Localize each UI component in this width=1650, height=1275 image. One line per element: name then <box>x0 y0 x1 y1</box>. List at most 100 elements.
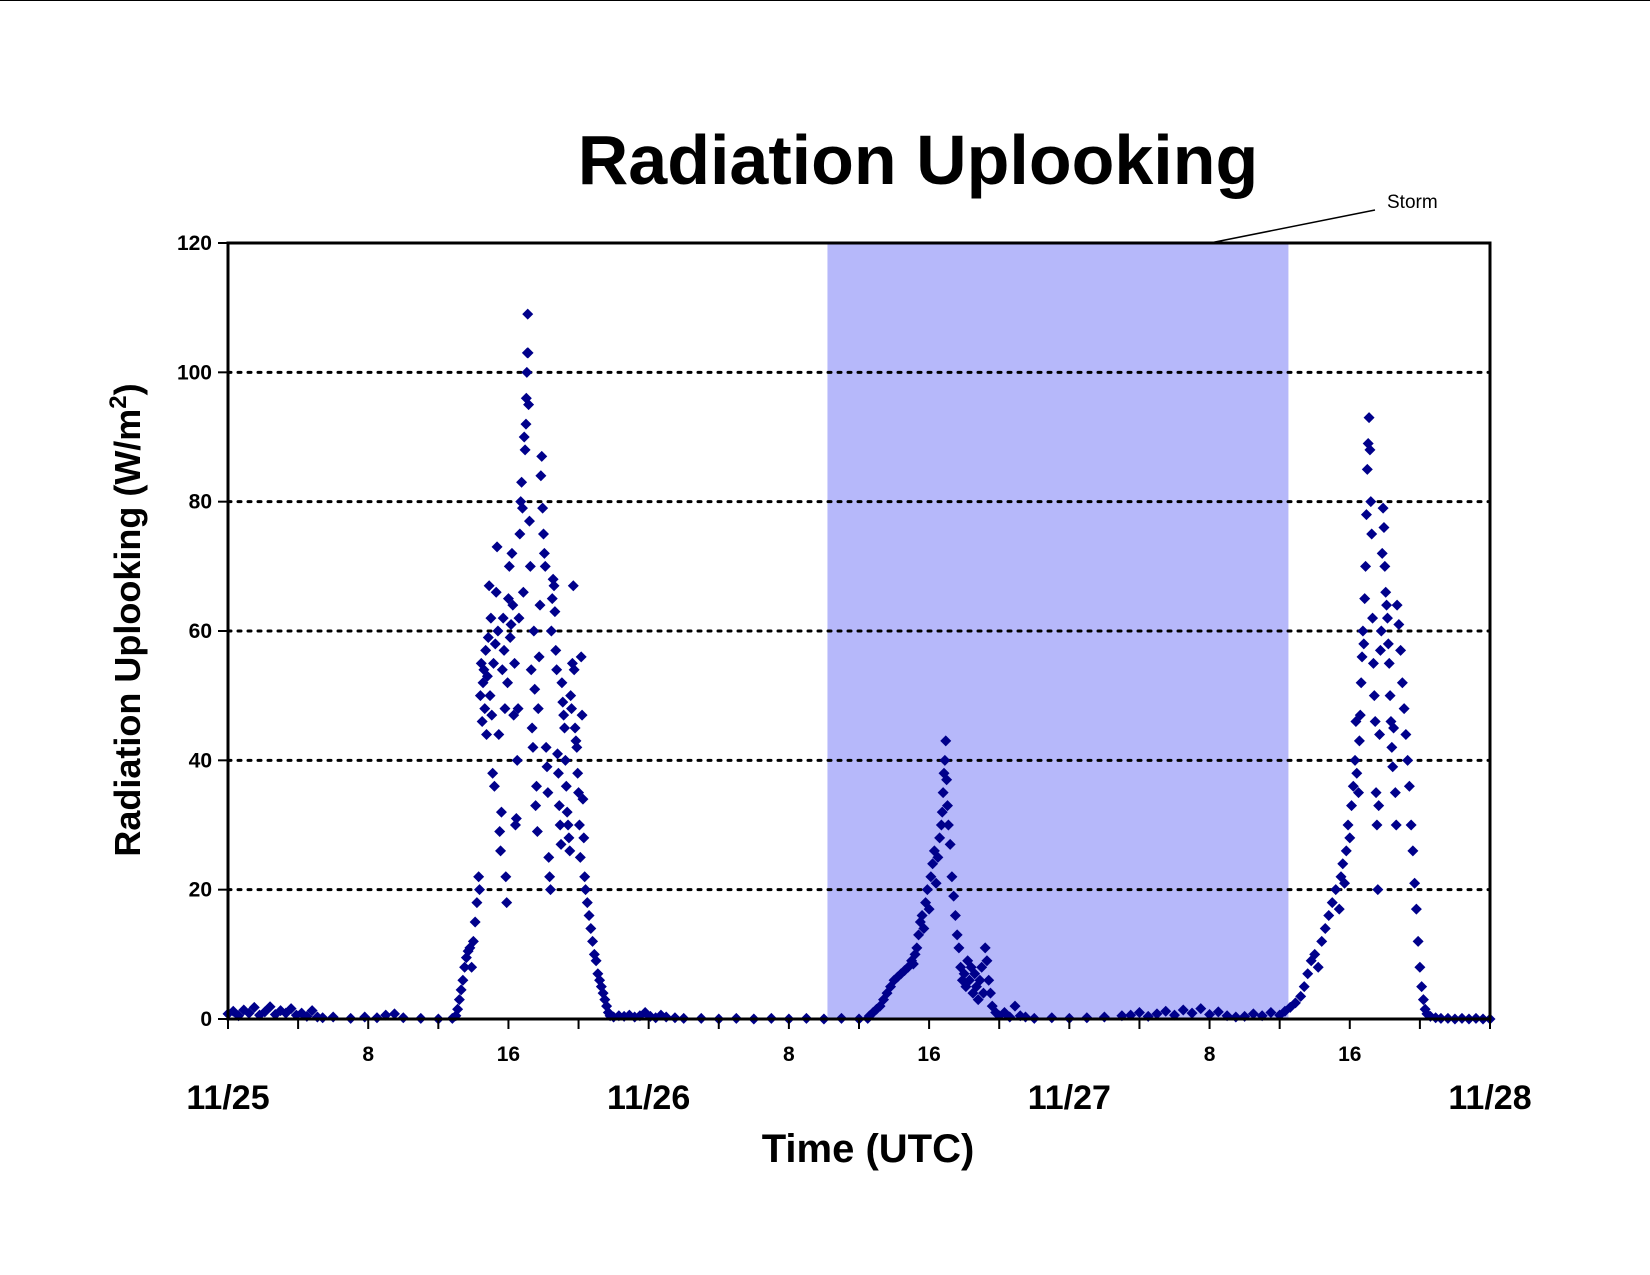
data-point-333 <box>1359 593 1371 605</box>
data-point-360 <box>1382 638 1394 650</box>
data-point-358 <box>1381 599 1393 611</box>
data-point-91 <box>516 476 528 488</box>
data-point-319 <box>1342 819 1354 831</box>
data-point-345 <box>1369 716 1381 728</box>
data-point-370 <box>1393 619 1405 631</box>
data-point-232 <box>930 877 942 889</box>
data-point-88 <box>513 612 525 624</box>
data-point-24 <box>389 1008 401 1020</box>
data-point-102 <box>523 399 535 411</box>
data-point-92 <box>516 502 528 514</box>
gridlines <box>226 370 1492 892</box>
data-point-139 <box>555 838 567 850</box>
data-point-236 <box>936 806 948 818</box>
data-point-170 <box>585 922 597 934</box>
data-point-311 <box>1323 910 1335 922</box>
data-point-224 <box>916 910 928 922</box>
x-hour-label-64: 16 <box>1338 1043 1361 1066</box>
data-point-106 <box>526 722 538 734</box>
data-point-340 <box>1365 496 1377 508</box>
data-point-228 <box>923 903 935 915</box>
y-tick-label-0: 0 <box>200 1008 212 1031</box>
data-point-325 <box>1351 767 1363 779</box>
data-point-380 <box>1410 903 1422 915</box>
data-point-368 <box>1390 819 1402 831</box>
data-point-69 <box>496 664 508 676</box>
data-point-267 <box>984 987 996 999</box>
x-hour-label-40: 16 <box>917 1043 940 1066</box>
data-point-71 <box>498 644 510 656</box>
data-point-118 <box>537 502 549 514</box>
data-point-63 <box>491 541 503 553</box>
data-point-131 <box>548 580 560 592</box>
data-point-158 <box>572 767 584 779</box>
data-point-74 <box>501 897 513 909</box>
data-point-113 <box>532 703 544 715</box>
data-point-43 <box>474 884 486 896</box>
data-point-8 <box>264 1001 276 1013</box>
data-point-334 <box>1360 560 1372 572</box>
y-tick-label-100: 100 <box>177 361 212 384</box>
data-point-143 <box>559 722 571 734</box>
data-point-67 <box>495 845 507 857</box>
data-point-244 <box>944 838 956 850</box>
data-point-103 <box>523 515 535 527</box>
data-point-144 <box>559 754 571 766</box>
data-point-121 <box>539 560 551 572</box>
data-point-16 <box>306 1005 318 1017</box>
data-point-34 <box>459 961 471 973</box>
y-tick-label-40: 40 <box>189 749 212 772</box>
data-point-83 <box>509 657 521 669</box>
data-point-221 <box>911 942 923 954</box>
data-point-243 <box>942 819 954 831</box>
data-point-96 <box>520 418 532 430</box>
data-point-157 <box>571 741 583 753</box>
data-point-265 <box>981 955 993 967</box>
data-point-366 <box>1388 722 1400 734</box>
data-point-77 <box>503 560 515 572</box>
data-point-163 <box>576 709 588 721</box>
data-point-357 <box>1380 586 1392 598</box>
data-point-87 <box>512 703 524 715</box>
data-point-352 <box>1375 625 1387 637</box>
data-point-138 <box>554 819 566 831</box>
data-point-145 <box>560 780 572 792</box>
data-point-38 <box>466 961 478 973</box>
data-point-375 <box>1402 754 1414 766</box>
data-point-307 <box>1309 948 1321 960</box>
data-point-153 <box>567 580 579 592</box>
data-point-364 <box>1386 741 1398 753</box>
data-point-104 <box>524 560 536 572</box>
y-axis-title: Radiation Uplooking (W/m2) <box>105 383 148 856</box>
data-point-383 <box>1416 981 1428 993</box>
data-point-348 <box>1372 884 1384 896</box>
x-date-label-11-27: 11/27 <box>1028 1079 1111 1117</box>
data-point-351 <box>1374 644 1386 656</box>
data-point-374 <box>1400 728 1412 740</box>
data-point-127 <box>545 884 557 896</box>
data-point-355 <box>1378 522 1390 534</box>
data-point-241 <box>941 774 953 786</box>
data-point-288 <box>1177 1004 1189 1016</box>
data-point-349 <box>1373 800 1385 812</box>
data-point-5 <box>248 1001 260 1013</box>
data-point-296 <box>1247 1008 1259 1020</box>
data-point-44 <box>474 690 486 702</box>
data-point-52 <box>481 670 493 682</box>
data-point-372 <box>1396 677 1408 689</box>
data-point-321 <box>1346 800 1358 812</box>
x-date-label-11-26: 11/26 <box>607 1079 690 1117</box>
y-tick-label-60: 60 <box>189 620 212 643</box>
data-point-162 <box>575 651 587 663</box>
data-point-331 <box>1357 625 1369 637</box>
data-point-155 <box>569 722 581 734</box>
data-point-65 <box>493 728 505 740</box>
data-point-289 <box>1186 1007 1198 1019</box>
data-point-101 <box>522 347 534 359</box>
data-point-41 <box>471 897 483 909</box>
data-point-263 <box>977 987 989 999</box>
data-point-133 <box>550 644 562 656</box>
data-point-369 <box>1391 599 1403 611</box>
data-point-373 <box>1398 703 1410 715</box>
